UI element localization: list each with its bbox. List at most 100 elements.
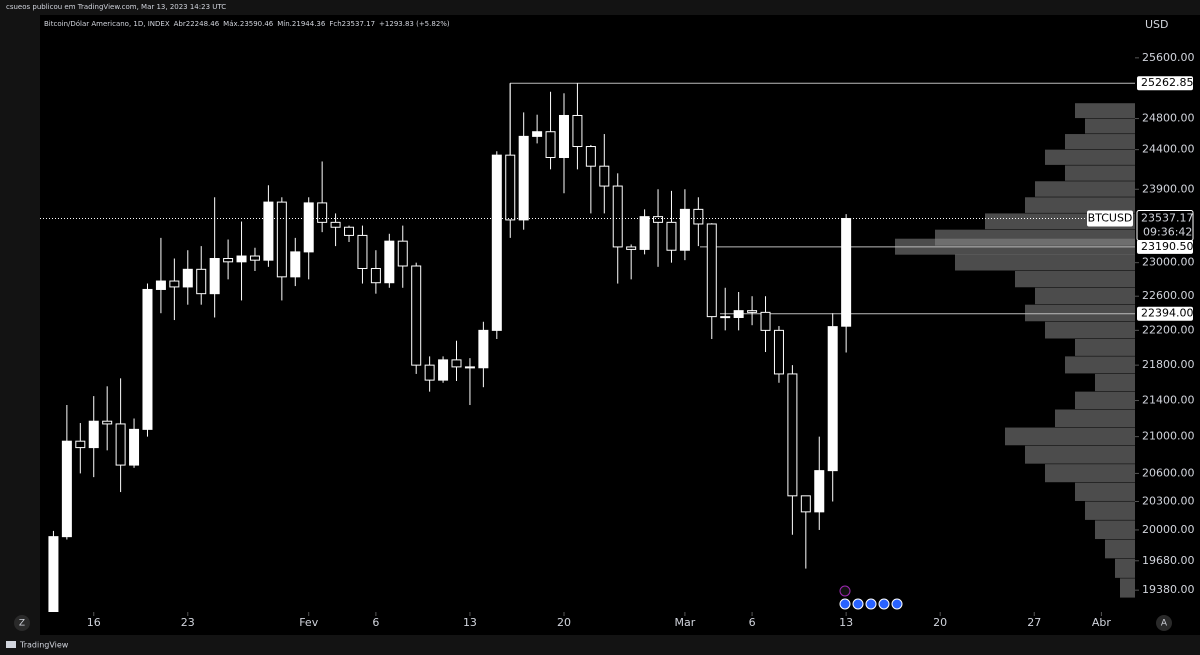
candle-body [397,240,408,267]
x-tick-label: 6 [372,616,379,629]
candle-body [61,440,72,538]
volume-profile-bar [1115,558,1135,578]
candle-body [209,258,220,295]
candle-body [491,154,502,331]
candle-body [478,329,489,369]
brand-logo [6,641,16,648]
y-tick-label: 20600.00 [1142,466,1195,479]
candle-body [599,165,610,187]
candle-body [451,359,462,368]
candle-body [357,234,368,269]
volume-profile-bar [1065,134,1135,150]
x-tick-label: 16 [87,616,101,629]
volume-profile-bar [1045,149,1135,165]
legend-item: 23590.46 [240,20,274,28]
y-tick-label: 20000.00 [1142,523,1195,536]
candle-body [142,288,153,430]
candle-body [330,221,341,228]
button-z-label[interactable]: Z [19,619,25,629]
candle-body [814,470,825,513]
legend-item: Mín. [277,20,292,28]
candle-body [800,495,811,513]
volume-profile-bar [1120,578,1135,598]
candle-body [464,366,475,369]
volume-profile-bar [1035,287,1135,305]
y-tick-label: 24400.00 [1142,143,1195,156]
plot [40,82,1135,612]
y-tick-label: 22200.00 [1142,323,1195,336]
y-tick-label: 19680.00 [1142,554,1195,567]
volume-profile-bar [1075,338,1135,356]
volume-profile-bar [1065,165,1135,181]
candle-body [223,258,234,263]
price-line-label: 23190.50 [1141,240,1194,253]
candle-body [612,185,623,248]
legend-item: Abr [174,20,186,28]
ticker: BTCUSD [1088,212,1133,225]
button-z[interactable] [14,615,30,631]
currency: USD [1145,18,1169,31]
candle-body [290,251,301,278]
candle-body [706,223,717,318]
candle-body [303,202,314,253]
candle-body [760,311,771,331]
y-tick-label: 19380.00 [1142,583,1195,596]
candle-body [169,280,180,288]
volume-profile-bar [1035,181,1135,197]
x-tick-label: 6 [749,616,756,629]
candle-body [317,202,328,223]
volume-profile-bar [1075,103,1135,119]
candle-body [639,216,650,250]
candle-body [249,255,260,261]
candle-body [626,246,637,250]
x-tick-label: 13 [839,616,853,629]
button-a[interactable] [1156,615,1172,631]
candle-body [88,420,99,449]
volume-profile-bar [1025,197,1135,213]
volume-profile-bar [1025,445,1135,464]
volume-profile-bar [1085,501,1135,520]
price-line-label-bg [1137,239,1193,254]
legend-item: 21944.36 [292,20,326,28]
candle-body [787,373,798,497]
x-tick-label: Fev [299,616,318,629]
volume-profile-bar [1095,373,1135,392]
volume-profile-bar [1045,464,1135,483]
volume-profile-bar [1095,520,1135,540]
candle-body [545,131,556,159]
price-line-label: 25262.85 [1141,76,1194,89]
x-tick-label: Mar [675,616,696,629]
volume-profile-bar [1015,270,1135,288]
candle-body [733,310,744,318]
candle-body [384,240,395,284]
volume-profile-bar [1025,304,1135,322]
x-tick-label: 20 [933,616,947,629]
candle-body [505,154,516,221]
volume-profile-bar [1045,321,1135,339]
candle-body [747,310,758,313]
x-tick-label: 13 [463,616,477,629]
candle-body [438,359,449,381]
legend-item: Máx. [223,20,240,28]
candle-body [276,201,287,278]
x-tick-label: 20 [557,616,571,629]
y-tick-label: 23900.00 [1142,182,1195,195]
ticker-bg [1087,210,1133,227]
y-tick-label: 21800.00 [1142,358,1195,371]
y-tick-label: 21000.00 [1142,430,1195,443]
candle-body [827,326,838,472]
candle-body [370,267,381,284]
candle-body [585,146,596,167]
button-a-label[interactable]: A [1161,619,1168,629]
x-tick-label: Abr [1092,616,1112,629]
candle-body [344,226,355,236]
y-tick-label: 25600.00 [1142,51,1195,64]
y-tick-label: 23000.00 [1142,256,1195,269]
legend-item: 23537.17 [342,20,375,28]
volume-profile-bar [1065,356,1135,374]
time-axis [40,612,1135,635]
candle-body [653,216,664,223]
candle-body [532,131,543,137]
candle-body [263,201,274,261]
